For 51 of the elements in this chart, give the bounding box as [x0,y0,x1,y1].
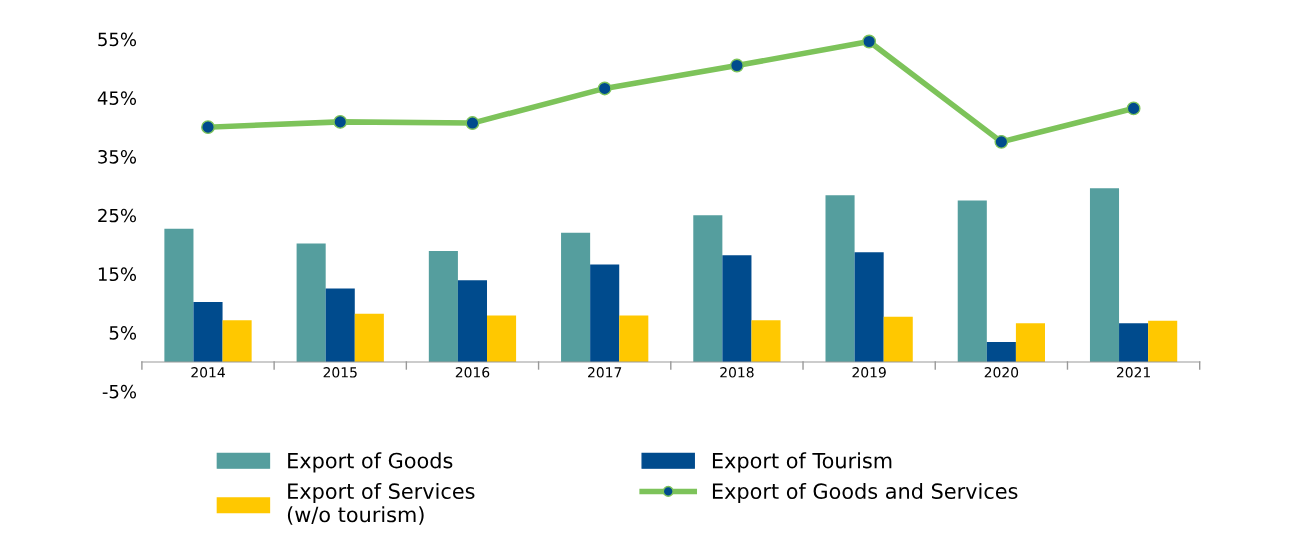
bar [722,255,752,362]
y-tick-label: 45% [97,91,137,105]
bar [825,195,855,362]
bar [1015,323,1045,362]
bar [1089,188,1120,362]
x-tick-label: 2019 [852,367,886,378]
bar [986,342,1016,362]
bar [1148,320,1178,362]
bar [1119,323,1149,362]
point [597,81,612,96]
x-tick-label: 2021 [1116,367,1150,378]
point [729,58,744,73]
point [201,120,215,135]
point [994,134,1009,149]
bar [693,215,723,362]
legend-label: Export of Goods and Services [712,482,1018,504]
bar [854,252,884,362]
bar [428,251,458,362]
bar [164,228,194,362]
bar [751,320,781,362]
y-tick-label: 15% [98,267,137,282]
x-tick-label: 2016 [455,367,490,378]
bar [193,302,223,362]
x-tick-label: 2015 [323,367,357,378]
legend-label: Export of Tourism [712,452,892,473]
bar [883,316,913,362]
x-tick-label: 2017 [588,367,622,378]
point [862,34,877,49]
y-tick-label: 5% [109,326,137,340]
bar [619,315,649,362]
y-tick-label: 35% [98,149,137,164]
bar [590,264,620,362]
y-tick-label: 25% [98,208,137,223]
y-tick-label: 55% [98,32,137,47]
bar [296,243,326,362]
x-tick-label: 2018 [720,367,754,378]
bar [457,280,488,362]
legend-label: Export of Goods [288,452,453,473]
legend-label: Export of Services (w/o tourism) [287,482,475,525]
point [465,116,480,131]
bar [487,315,517,362]
x-tick-label: 2014 [191,367,225,378]
point [1126,101,1141,116]
bar [354,313,384,362]
bar [561,232,591,362]
y-tick-label: -5% [102,384,137,399]
point [333,114,348,129]
bar [957,200,987,362]
x-tick-label: 2020 [984,367,1019,378]
bar [325,288,355,362]
bar [222,320,252,362]
